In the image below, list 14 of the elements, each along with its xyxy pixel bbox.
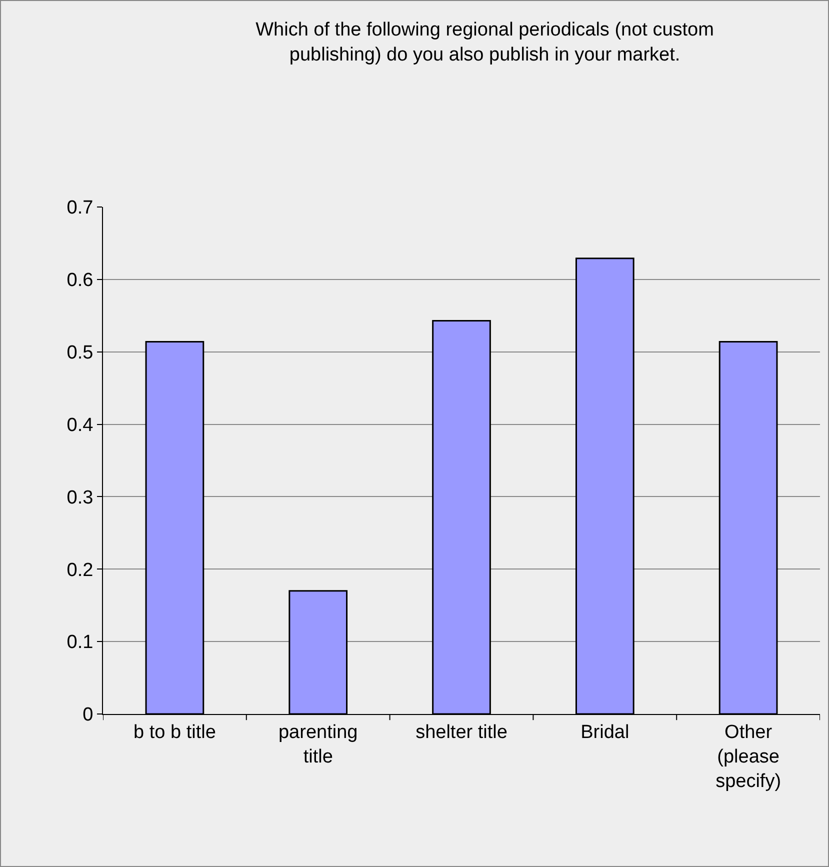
x-tick-label: Bridal xyxy=(580,722,630,743)
y-tick-label: 0.3 xyxy=(66,487,94,508)
x-tick-label: shelter title xyxy=(416,722,508,743)
chart-title: Which of the following regional periodicals (not custom publishing) do you also publish in your market. xyxy=(256,20,714,66)
y-tick-label: 0.5 xyxy=(66,342,94,364)
y-tick-label: 0.1 xyxy=(66,632,94,654)
x-tick-label: Other (please specify) xyxy=(716,722,782,792)
x-tick-label: parenting title xyxy=(278,722,358,768)
y-tick-label: 0 xyxy=(82,704,94,726)
y-tick-label: 0.7 xyxy=(66,198,94,219)
y-tick-label: 0.2 xyxy=(66,560,94,581)
y-tick-label: 0.4 xyxy=(66,414,94,436)
y-tick-label: 0.6 xyxy=(66,270,94,292)
x-tick-label: b to b title xyxy=(134,722,216,743)
